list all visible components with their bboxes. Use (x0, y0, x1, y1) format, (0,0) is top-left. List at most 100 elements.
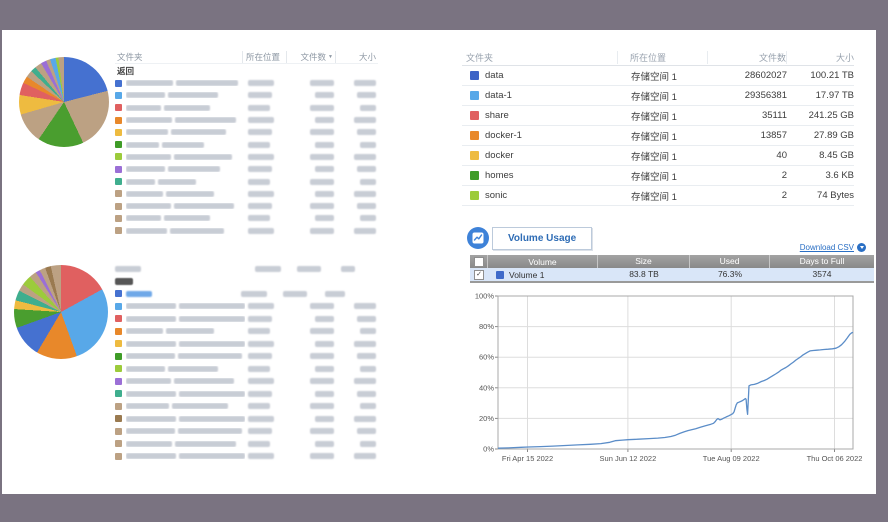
back-link[interactable]: 返回 (117, 66, 135, 76)
list-item[interactable] (115, 114, 378, 126)
column-header-volume[interactable]: Volume (488, 255, 598, 268)
redacted-text (310, 328, 334, 335)
column-header-count[interactable]: 文件数 (707, 51, 786, 64)
redacted-text (126, 328, 163, 335)
folder-size: 17.97 TB (815, 90, 854, 101)
list-item[interactable] (115, 425, 378, 438)
redacted-text (248, 190, 274, 197)
download-icon (857, 243, 866, 252)
redacted-text (248, 453, 274, 460)
column-header-location[interactable]: 所在位置 (242, 50, 286, 63)
redacted-text (315, 315, 334, 322)
folder-color-swatch (470, 151, 479, 160)
folder-color-swatch (115, 352, 122, 360)
redacted-text (310, 353, 334, 360)
list-item[interactable] (115, 313, 378, 326)
list-item[interactable] (115, 338, 378, 351)
column-header-folder[interactable]: 文件夹 (117, 51, 143, 62)
redacted-text (310, 453, 334, 460)
table-row[interactable]: sonic 存储空间 1 2 74 Bytes (462, 186, 854, 206)
folder-color-swatch (115, 327, 122, 335)
redacted-text (357, 353, 376, 360)
column-header-days-to-full[interactable]: Days to Full (799, 256, 845, 266)
column-header-used[interactable]: Used (690, 255, 770, 268)
list-item[interactable] (115, 89, 378, 101)
volume-used: 76.3% (717, 269, 743, 279)
redacted-folder-name (126, 92, 245, 99)
redacted-text (255, 265, 281, 272)
list-item[interactable] (115, 200, 378, 212)
redacted-back-link[interactable] (115, 275, 378, 287)
list-item[interactable] (115, 438, 378, 451)
redacted-text (172, 403, 228, 410)
list-item[interactable] (115, 363, 378, 376)
column-header-size[interactable]: 大小 (786, 51, 854, 64)
list-item[interactable] (115, 400, 378, 413)
redacted-text (248, 390, 272, 397)
redacted-folder-name (126, 190, 245, 197)
table-row[interactable]: data 存储空间 1 28602027 100.21 TB (462, 66, 854, 86)
folder-color-swatch (115, 377, 122, 385)
select-all-cell[interactable] (470, 255, 488, 268)
list-item[interactable] (115, 151, 378, 163)
table-row[interactable]: data-1 存储空间 1 29356381 17.97 TB (462, 86, 854, 106)
table-row[interactable]: docker 存储空间 1 40 8.45 GB (462, 146, 854, 166)
volume-color-swatch (496, 270, 504, 279)
folder-name: data-1 (485, 90, 512, 101)
column-header-count[interactable]: 文件数 ▼ (286, 50, 335, 63)
redacted-text (248, 117, 274, 124)
list-item[interactable] (115, 102, 378, 114)
volume-row-checkbox[interactable]: ✓ (474, 269, 484, 280)
redacted-count (288, 440, 336, 447)
redacted-text (310, 203, 334, 210)
column-header-folder[interactable]: 文件夹 (466, 53, 494, 63)
list-item[interactable] (115, 413, 378, 426)
list-item[interactable] (115, 388, 378, 401)
volume-checkbox-cell[interactable]: ✓ (470, 268, 488, 281)
list-item[interactable] (115, 350, 378, 363)
list-item[interactable] (115, 300, 378, 313)
redacted-text (248, 92, 272, 99)
redacted-count (288, 390, 336, 397)
select-all-checkbox[interactable] (473, 256, 484, 267)
download-csv-link[interactable]: Download CSV (800, 243, 866, 252)
list-item[interactable] (115, 175, 378, 187)
column-header-size[interactable]: Size (598, 255, 690, 268)
redacted-count (288, 166, 336, 173)
volume-row[interactable]: ✓ Volume 1 83.8 TB 76.3% 3574 (470, 268, 874, 283)
redacted-count (288, 378, 336, 385)
list-item[interactable] (115, 212, 378, 224)
table-row[interactable]: homes 存储空间 1 2 3.6 KB (462, 166, 854, 186)
list-item[interactable] (115, 450, 378, 463)
redacted-text (357, 315, 376, 322)
column-header-location[interactable]: 所在位置 (617, 51, 707, 64)
volume-usage-icon (466, 226, 490, 250)
redacted-folder-link-row[interactable] (115, 287, 378, 300)
list-item[interactable] (115, 225, 378, 237)
list-item[interactable] (115, 126, 378, 138)
redacted-folder-name (126, 428, 245, 435)
list-item[interactable] (115, 163, 378, 175)
redacted-text (315, 117, 334, 124)
redacted-folder-name (126, 178, 245, 185)
redacted-count (288, 190, 336, 197)
redacted-text (360, 365, 376, 372)
folder-count: 13857 (760, 130, 787, 141)
redacted-count (288, 303, 336, 310)
redacted-text (357, 390, 376, 397)
table-row[interactable]: share 存储空间 1 35111 241.25 GB (462, 106, 854, 126)
list-item[interactable] (115, 375, 378, 388)
column-header-size[interactable]: 大小 (335, 50, 378, 63)
volume-usage-section-title[interactable]: Volume Usage (492, 227, 593, 250)
redacted-count (288, 117, 336, 124)
list-item[interactable] (115, 77, 378, 89)
folder-color-swatch (115, 440, 122, 448)
list-item[interactable] (115, 325, 378, 338)
redacted-text (166, 328, 214, 335)
table-row[interactable]: docker-1 存储空间 1 13857 27.89 GB (462, 126, 854, 146)
list-item[interactable] (115, 188, 378, 200)
folder-color-swatch (115, 302, 122, 310)
folder-size-pie-chart-1 (19, 57, 109, 147)
list-item[interactable] (115, 138, 378, 150)
